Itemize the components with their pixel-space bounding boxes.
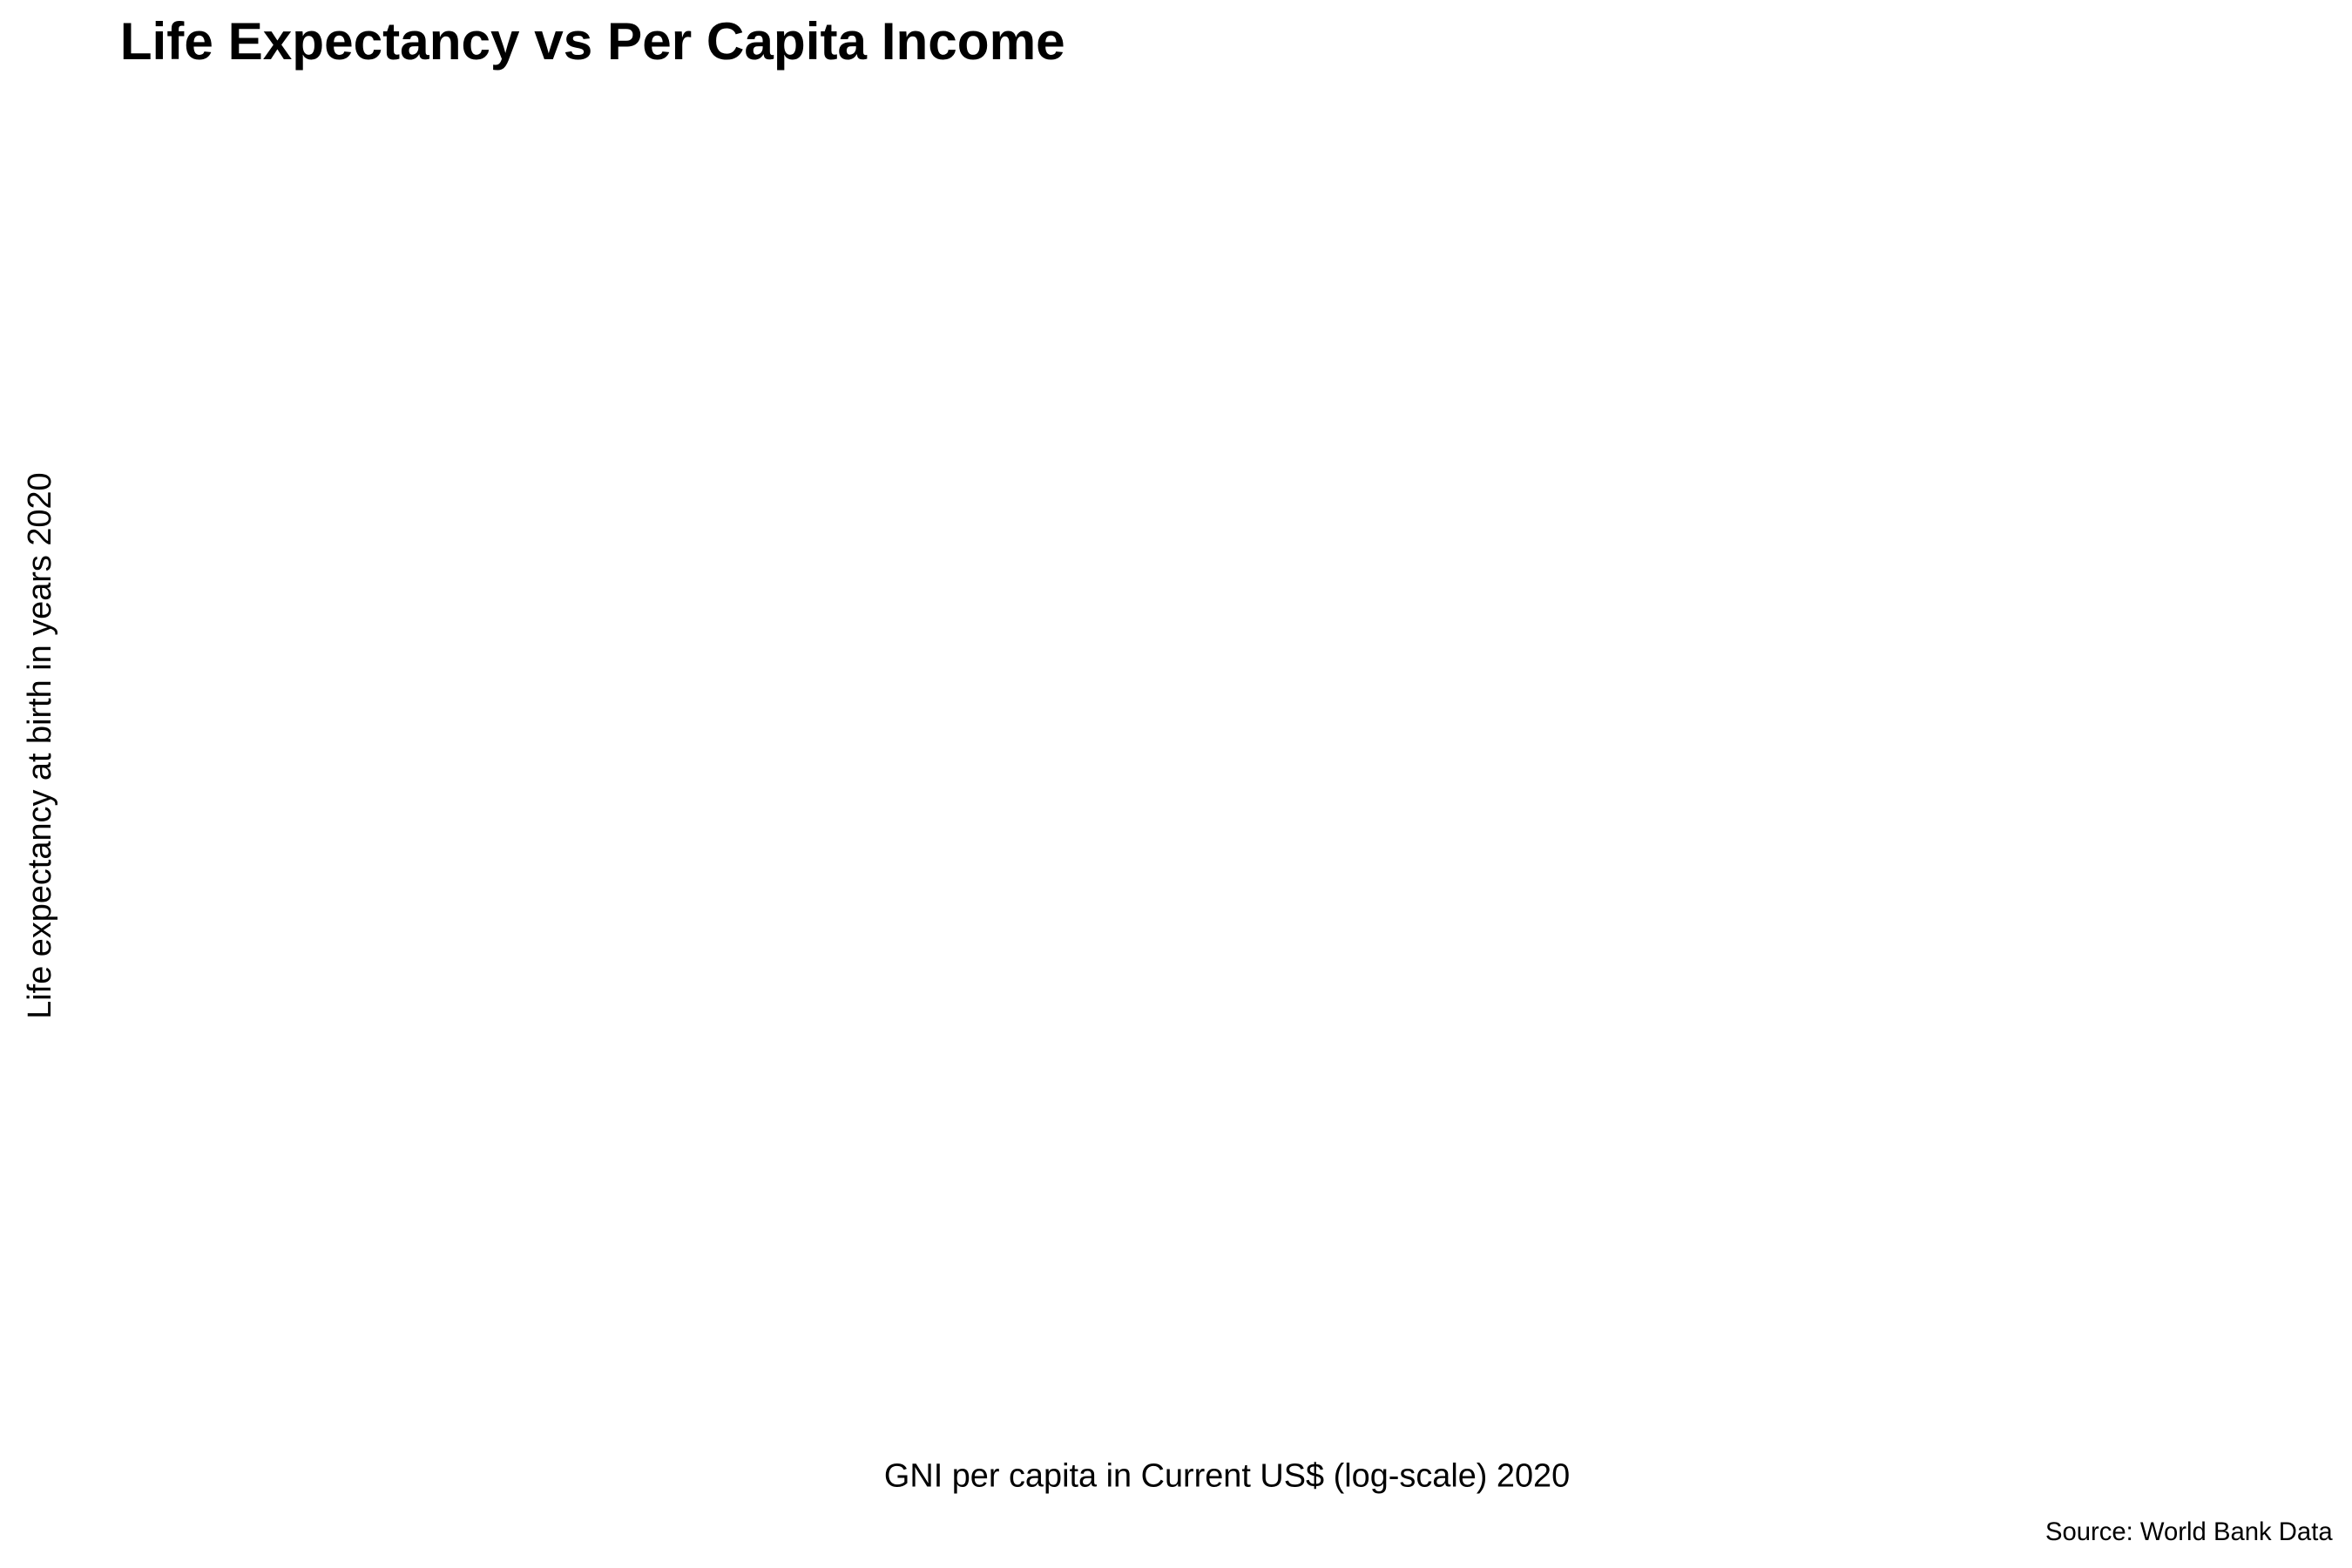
chart-title: Life Expectancy vs Per Capita Income — [120, 11, 1065, 71]
y-axis-label: Life expectancy at birth in years 2020 — [22, 472, 58, 1018]
text-layer: Life Expectancy vs Per Capita Income GNI… — [22, 11, 2333, 1546]
caption: Source: World Bank Data — [2045, 1518, 2333, 1546]
x-axis-label: GNI per capita in Current US$ (log-scale… — [884, 1457, 1570, 1494]
